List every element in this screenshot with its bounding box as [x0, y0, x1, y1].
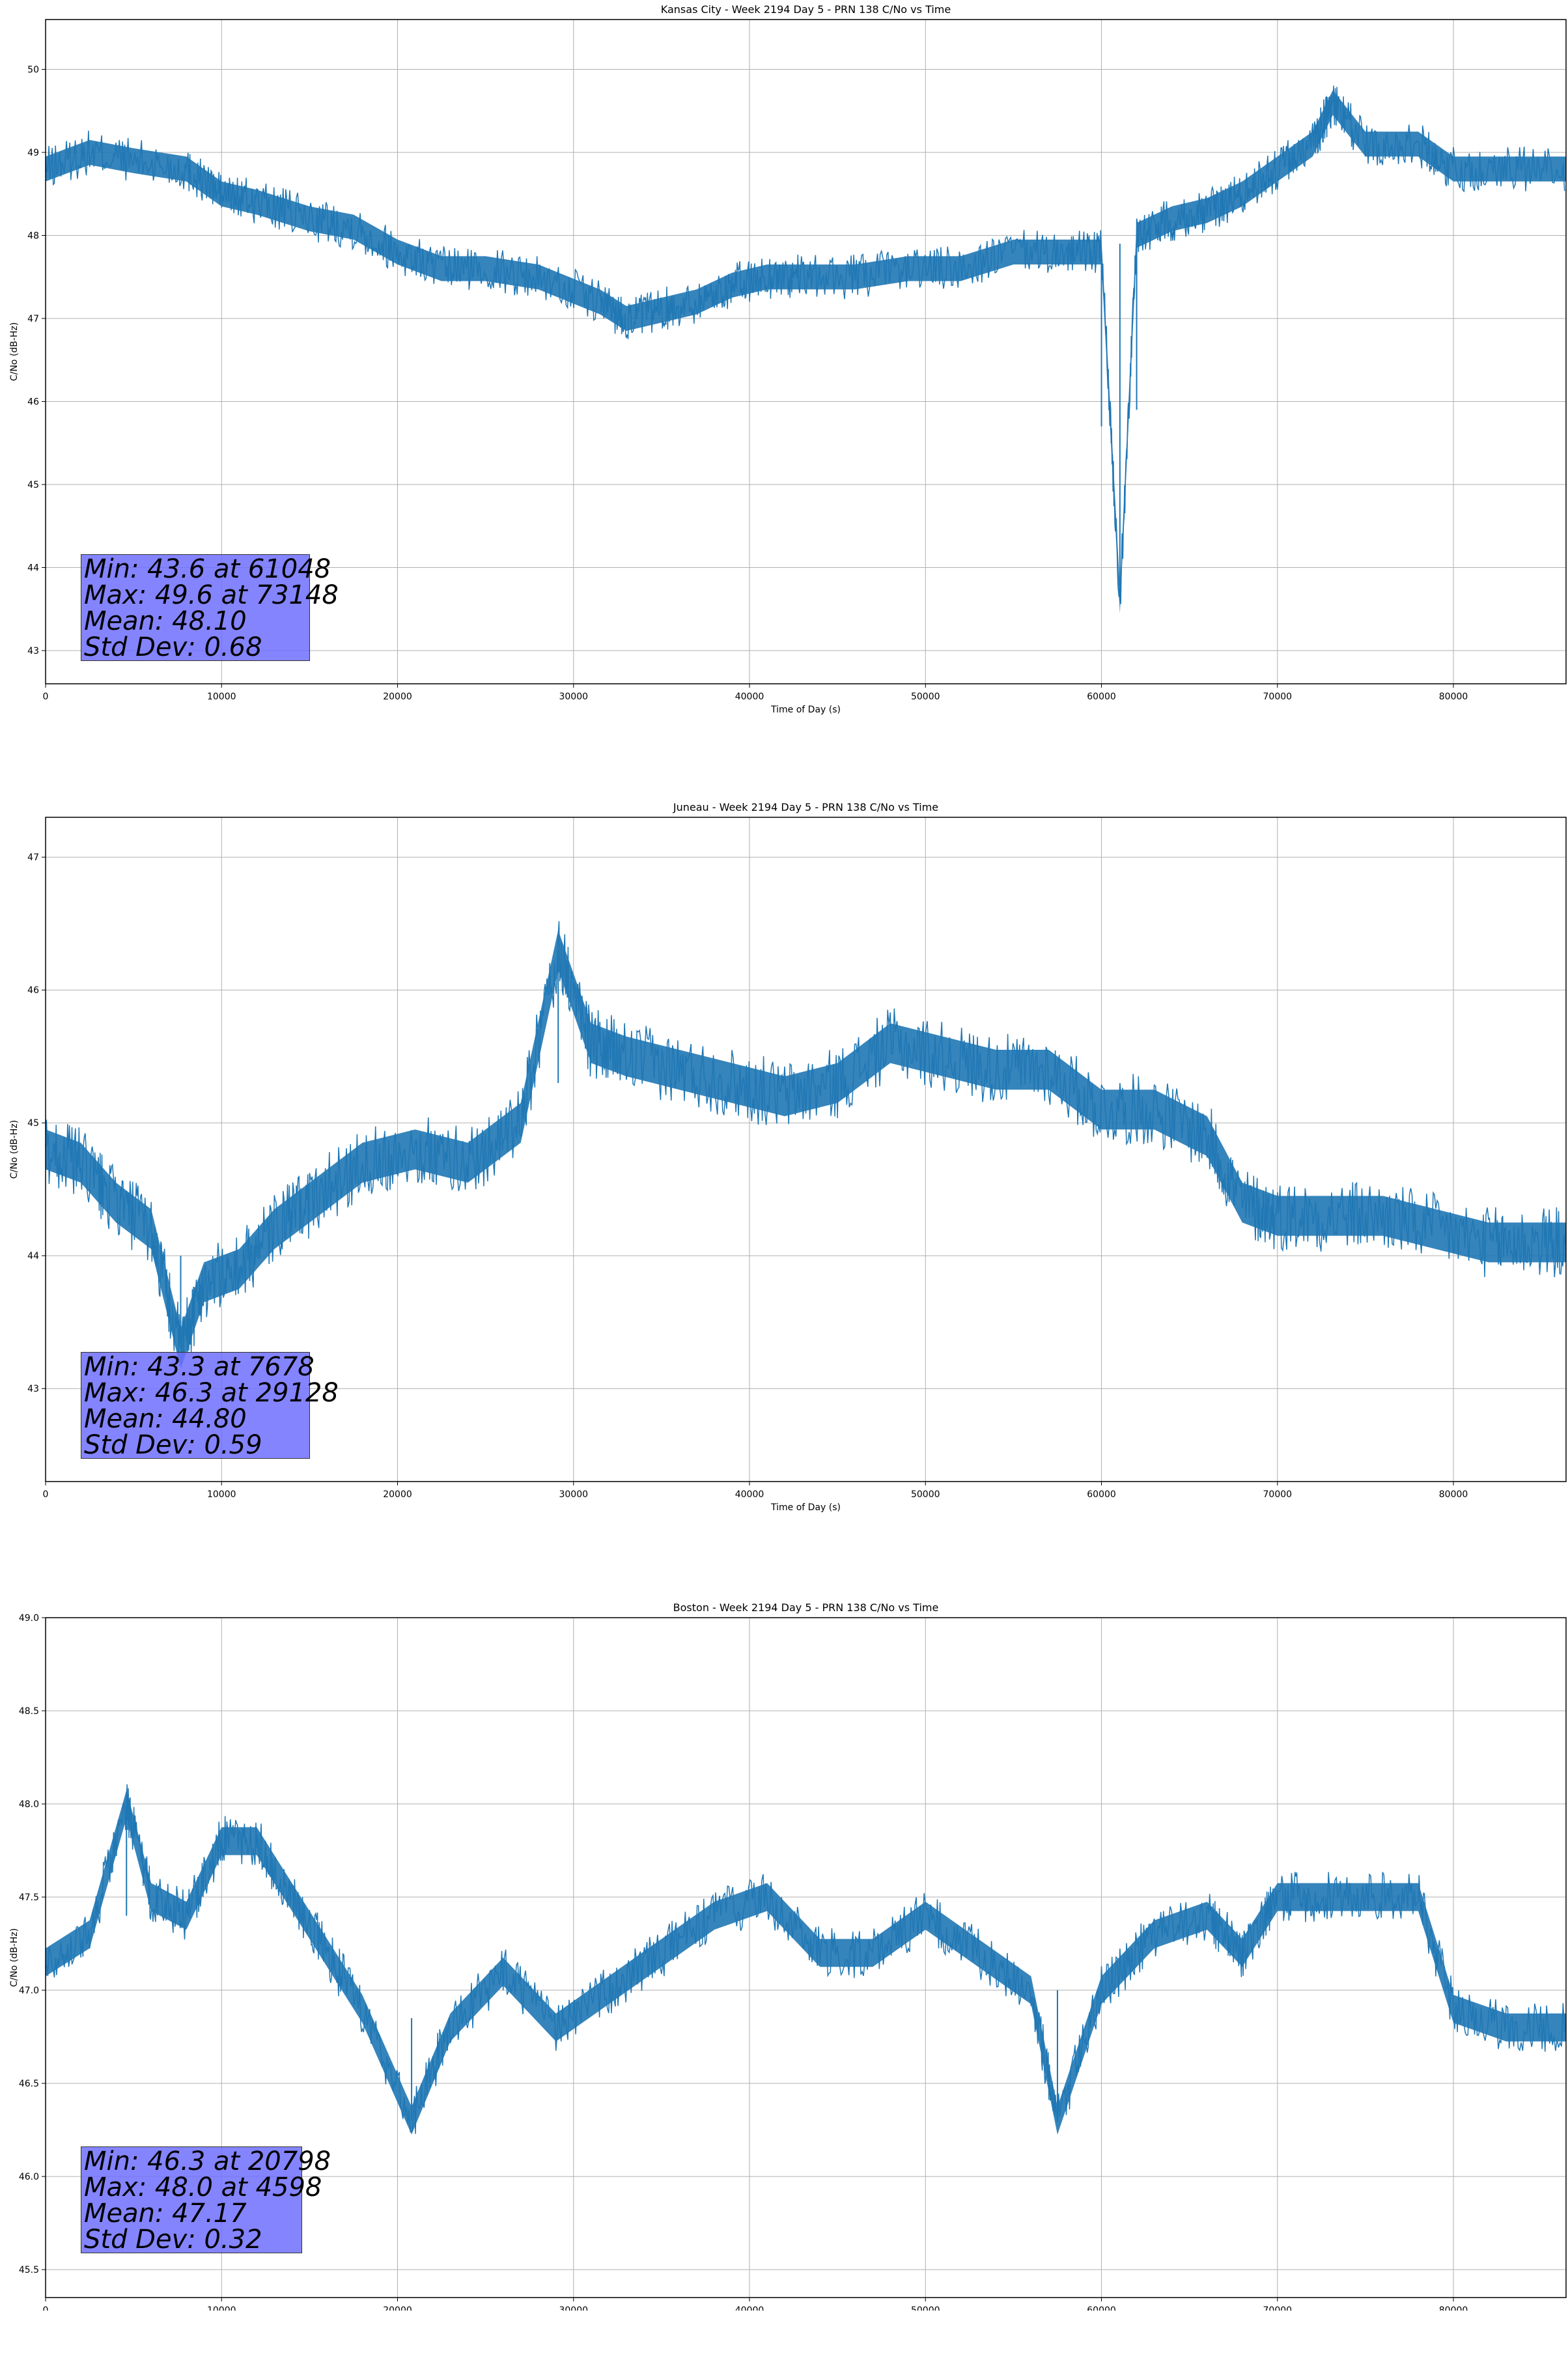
y-tick-label: 49: [27, 148, 39, 158]
x-axis-label: Time of Day (s): [770, 1502, 841, 1513]
y-tick-label: 47: [27, 314, 39, 324]
y-tick-label: 48: [27, 231, 39, 242]
y-axis-label: C/No (dB-Hz): [9, 1928, 20, 1987]
chart-title: Kansas City - Week 2194 Day 5 - PRN 138 …: [661, 3, 951, 16]
series-band: [46, 90, 1566, 613]
series-band: [46, 1790, 1566, 2135]
x-tick-label: 70000: [1263, 692, 1293, 702]
x-tick-label: 50000: [911, 2305, 940, 2311]
y-tick-label: 47.0: [19, 1986, 39, 1996]
y-tick-label: 45: [27, 1118, 39, 1129]
y-tick-label: 45.5: [19, 2265, 39, 2275]
y-tick-label: 50: [27, 65, 39, 76]
y-axis-label: C/No (dB-Hz): [9, 322, 20, 381]
x-tick-label: 30000: [559, 692, 588, 702]
y-tick-label: 45: [27, 480, 39, 490]
stats-min: Min: 43.3 at 7678: [84, 1352, 315, 1382]
chart-svg-boston: 0 10000 20000 30000 40000 50000 60000 70000 8000…: [9, 1601, 1567, 2311]
chart-panel-kansas-city: 0 10000 20000 30000 40000 50000 60000 70000 8000…: [0, 0, 1568, 781]
stats-box-boston: Min: 46.3 at 20798 Max: 48.0 at 4598 Mea…: [81, 2146, 331, 2255]
x-tick-label: 20000: [383, 692, 412, 702]
x-tick-label: 80000: [1439, 2305, 1468, 2311]
stats-box-juneau: Min: 43.3 at 7678 Max: 46.3 at 29128 Mea…: [81, 1352, 339, 1460]
x-tick-label: 40000: [735, 692, 764, 702]
x-tick-label: 40000: [735, 2305, 764, 2311]
x-axis-label: Time of Day (s): [770, 705, 841, 715]
series-noise: [45, 1784, 1565, 2134]
x-tick-label: 60000: [1087, 692, 1116, 702]
x-tick-label: 80000: [1439, 692, 1468, 702]
y-tick-label: 48.0: [19, 1799, 39, 1810]
chart-svg-kansas-city: 0 10000 20000 30000 40000 50000 60000 70000 8000…: [9, 3, 1567, 715]
stats-min: Min: 43.6 at 61048: [84, 554, 331, 584]
stats-max: Max: 46.3 at 29128: [84, 1378, 339, 1408]
x-tick-label: 10000: [207, 1489, 236, 1500]
stats-mean: Mean: 44.80: [84, 1404, 247, 1434]
x-tick-label: 40000: [735, 1489, 764, 1500]
y-tick-label: 43: [27, 646, 39, 656]
series-line: [45, 1784, 1566, 2135]
x-tick-label: 20000: [383, 1489, 412, 1500]
chart-title: Juneau - Week 2194 Day 5 - PRN 138 C/No …: [673, 801, 938, 813]
x-tick-label: 0: [43, 692, 49, 702]
stats-max: Max: 49.6 at 73148: [84, 580, 339, 610]
y-tick-label: 46: [27, 397, 39, 408]
y-tick-label: 44: [27, 563, 39, 574]
y-tick-label: 44: [27, 1251, 39, 1261]
chart-panel-boston: 0 10000 20000 30000 40000 50000 60000 70000 8000…: [0, 1596, 1568, 2377]
x-tick-label: 50000: [911, 1489, 940, 1500]
x-tick-label: 70000: [1263, 1489, 1293, 1500]
chart-svg-juneau: 0 10000 20000 30000 40000 50000 60000 70000 8000…: [9, 801, 1567, 1513]
series-band: [46, 930, 1566, 1369]
chart-panel-juneau: 0 10000 20000 30000 40000 50000 60000 70000 8000…: [0, 798, 1568, 1579]
y-tick-label: 49.0: [19, 1613, 39, 1624]
stats-mean: Mean: 47.17: [84, 2199, 247, 2229]
x-tick-label: 80000: [1439, 1489, 1468, 1500]
stats-std-dev: Std Dev: 0.59: [84, 1430, 262, 1460]
x-tick-label: 10000: [207, 692, 236, 702]
plot-frame: [45, 817, 1567, 1482]
y-tick-label: 46.0: [19, 2172, 39, 2182]
y-tick-label: 46: [27, 985, 39, 996]
x-tick-label: 20000: [383, 2305, 412, 2311]
x-tick-label: 50000: [911, 692, 940, 702]
x-tick-label: 60000: [1087, 2305, 1116, 2311]
x-tick-label: 0: [43, 1489, 49, 1500]
stats-min: Min: 46.3 at 20798: [84, 2146, 331, 2176]
y-tick-label: 43: [27, 1384, 39, 1394]
chart-title: Boston - Week 2194 Day 5 - PRN 138 C/No …: [673, 1601, 939, 1614]
stats-max: Max: 48.0 at 4598: [84, 2173, 322, 2202]
y-tick-label: 46.5: [19, 2079, 39, 2089]
x-tick-label: 0: [43, 2305, 49, 2311]
y-axis-label: C/No (dB-Hz): [9, 1120, 20, 1179]
y-tick-label: 48.5: [19, 1706, 39, 1717]
series-noise: [45, 921, 1566, 1364]
y-tick-label: 47: [27, 852, 39, 863]
series-line: [45, 85, 1566, 613]
stats-std-dev: Std Dev: 0.32: [84, 2225, 262, 2255]
x-tick-label: 60000: [1087, 1489, 1116, 1500]
x-tick-label: 70000: [1263, 2305, 1293, 2311]
x-tick-label: 30000: [559, 1489, 588, 1500]
plot-frame: [45, 19, 1567, 684]
y-tick-label: 47.5: [19, 1892, 39, 1903]
stats-std-dev: Std Dev: 0.68: [84, 632, 262, 662]
plot-frame: [45, 1617, 1567, 2298]
series-noise: [45, 85, 1565, 604]
series-line: [45, 921, 1566, 1369]
stats-box-kansas-city: Min: 43.6 at 61048 Max: 49.6 at 73148 Me…: [81, 554, 339, 662]
stats-mean: Mean: 48.10: [84, 606, 247, 636]
x-tick-label: 10000: [207, 2305, 236, 2311]
x-tick-label: 30000: [559, 2305, 588, 2311]
